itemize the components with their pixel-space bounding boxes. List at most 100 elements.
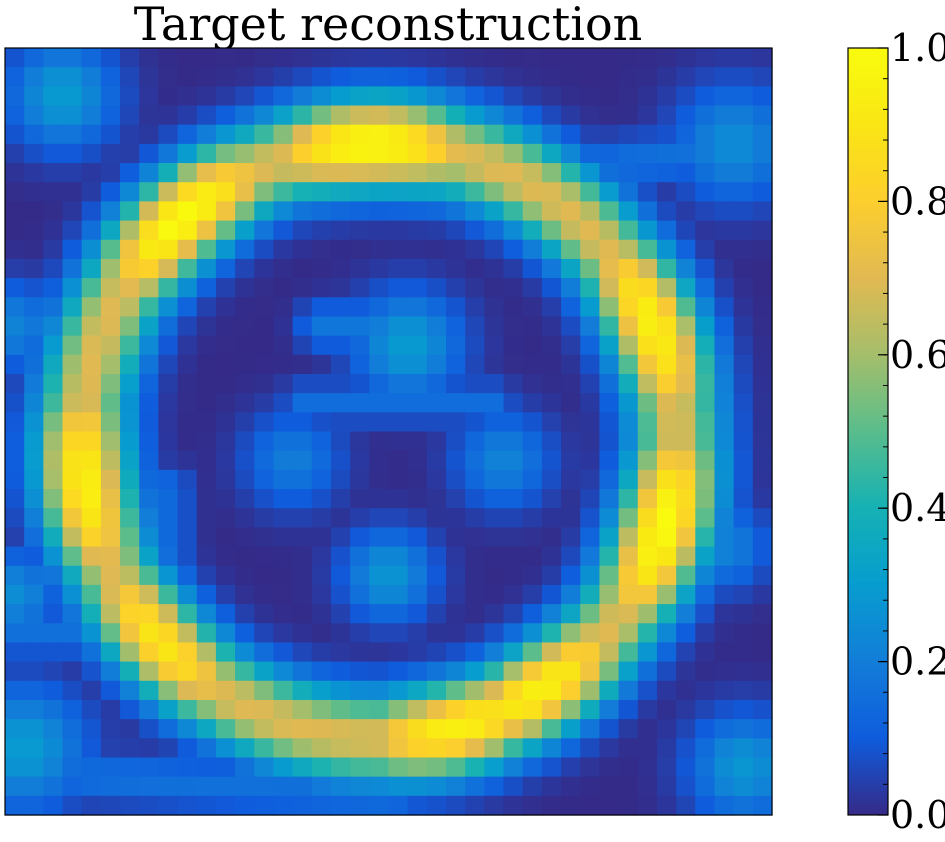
heatmap-cell: [504, 527, 524, 547]
colorbar-tick-label: 0.0: [890, 793, 945, 837]
heatmap-cell: [293, 316, 313, 336]
heatmap-cell: [753, 201, 773, 221]
heatmap-cell: [216, 796, 236, 816]
heatmap-cell: [254, 201, 274, 221]
heatmap-cell: [638, 662, 658, 682]
heatmap-cell: [542, 757, 562, 777]
heatmap-cell: [82, 125, 102, 145]
heatmap-cell: [254, 393, 274, 413]
heatmap-cell: [331, 182, 351, 202]
heatmap-cell: [350, 623, 370, 643]
heatmap-cell: [753, 642, 773, 662]
heatmap-cell: [5, 125, 25, 145]
heatmap-cell: [369, 681, 389, 701]
heatmap-cell: [273, 432, 293, 452]
heatmap-cell: [273, 240, 293, 260]
heatmap-cell: [178, 642, 198, 662]
heatmap-cell: [350, 278, 370, 298]
heatmap-cell: [312, 125, 332, 145]
heatmap-cell: [599, 527, 619, 547]
heatmap-cell: [350, 681, 370, 701]
heatmap-cell: [350, 259, 370, 279]
heatmap-cell: [350, 316, 370, 336]
heatmap-cell: [734, 297, 754, 317]
heatmap-cell: [580, 412, 600, 432]
heatmap-cell: [408, 67, 428, 87]
heatmap-cell: [331, 547, 351, 567]
heatmap-cell: [178, 700, 198, 720]
heatmap-cell: [599, 163, 619, 183]
heatmap-cell: [293, 144, 313, 164]
heatmap-cell: [43, 48, 63, 68]
heatmap-cell: [408, 221, 428, 241]
heatmap-cell: [101, 642, 121, 662]
heatmap-cell: [446, 796, 466, 816]
heatmap-cell: [197, 738, 217, 758]
heatmap-cell: [254, 182, 274, 202]
heatmap-cell: [599, 86, 619, 106]
heatmap-cell: [101, 585, 121, 605]
heatmap-cell: [753, 336, 773, 356]
heatmap-cell: [139, 738, 159, 758]
heatmap-cell: [561, 259, 581, 279]
heatmap-cell: [63, 470, 83, 490]
heatmap-cell: [293, 182, 313, 202]
heatmap-cell: [580, 393, 600, 413]
heatmap-cell: [484, 86, 504, 106]
heatmap-cell: [676, 432, 696, 452]
heatmap-cell: [331, 221, 351, 241]
heatmap-cell: [331, 700, 351, 720]
heatmap-cell: [331, 67, 351, 87]
heatmap-cell: [580, 757, 600, 777]
heatmap-cell: [465, 738, 485, 758]
heatmap-cell: [676, 508, 696, 528]
heatmap-cell: [676, 106, 696, 126]
heatmap-cell: [657, 738, 677, 758]
heatmap-cell: [101, 470, 121, 490]
heatmap-cell: [504, 182, 524, 202]
heatmap-cell: [273, 106, 293, 126]
heatmap-cell: [714, 316, 734, 336]
heatmap-cell: [120, 719, 140, 739]
heatmap-cell: [5, 144, 25, 164]
heatmap-cell: [101, 623, 121, 643]
heatmap-cell: [139, 240, 159, 260]
heatmap-cell: [542, 796, 562, 816]
heatmap-cell: [101, 48, 121, 68]
heatmap-cell: [638, 221, 658, 241]
heatmap-cell: [158, 86, 178, 106]
heatmap-cell: [312, 432, 332, 452]
heatmap-cell: [619, 201, 639, 221]
heatmap-cell: [369, 757, 389, 777]
heatmap-cell: [5, 67, 25, 87]
heatmap-cell: [619, 700, 639, 720]
heatmap-cell: [158, 125, 178, 145]
heatmap-cell: [427, 585, 447, 605]
heatmap-cell: [369, 144, 389, 164]
heatmap-cell: [120, 777, 140, 797]
heatmap-cell: [158, 681, 178, 701]
heatmap-cell: [619, 566, 639, 586]
heatmap-cell: [408, 336, 428, 356]
heatmap-cell: [5, 451, 25, 471]
heatmap-cell: [369, 642, 389, 662]
heatmap-cell: [465, 489, 485, 509]
heatmap-cell: [408, 374, 428, 394]
heatmap-cell: [216, 585, 236, 605]
heatmap-cell: [561, 393, 581, 413]
heatmap-cell: [82, 470, 102, 490]
heatmap-cell: [350, 336, 370, 356]
heatmap-cell: [734, 144, 754, 164]
heatmap-cell: [753, 144, 773, 164]
heatmap-cell: [120, 336, 140, 356]
heatmap-cell: [369, 604, 389, 624]
heatmap-cell: [24, 182, 44, 202]
heatmap-cell: [638, 240, 658, 260]
heatmap-cell: [139, 316, 159, 336]
heatmap-cell: [389, 489, 409, 509]
heatmap-cell: [293, 374, 313, 394]
heatmap-cell: [504, 48, 524, 68]
heatmap-cell: [542, 355, 562, 375]
heatmap-cell: [484, 796, 504, 816]
